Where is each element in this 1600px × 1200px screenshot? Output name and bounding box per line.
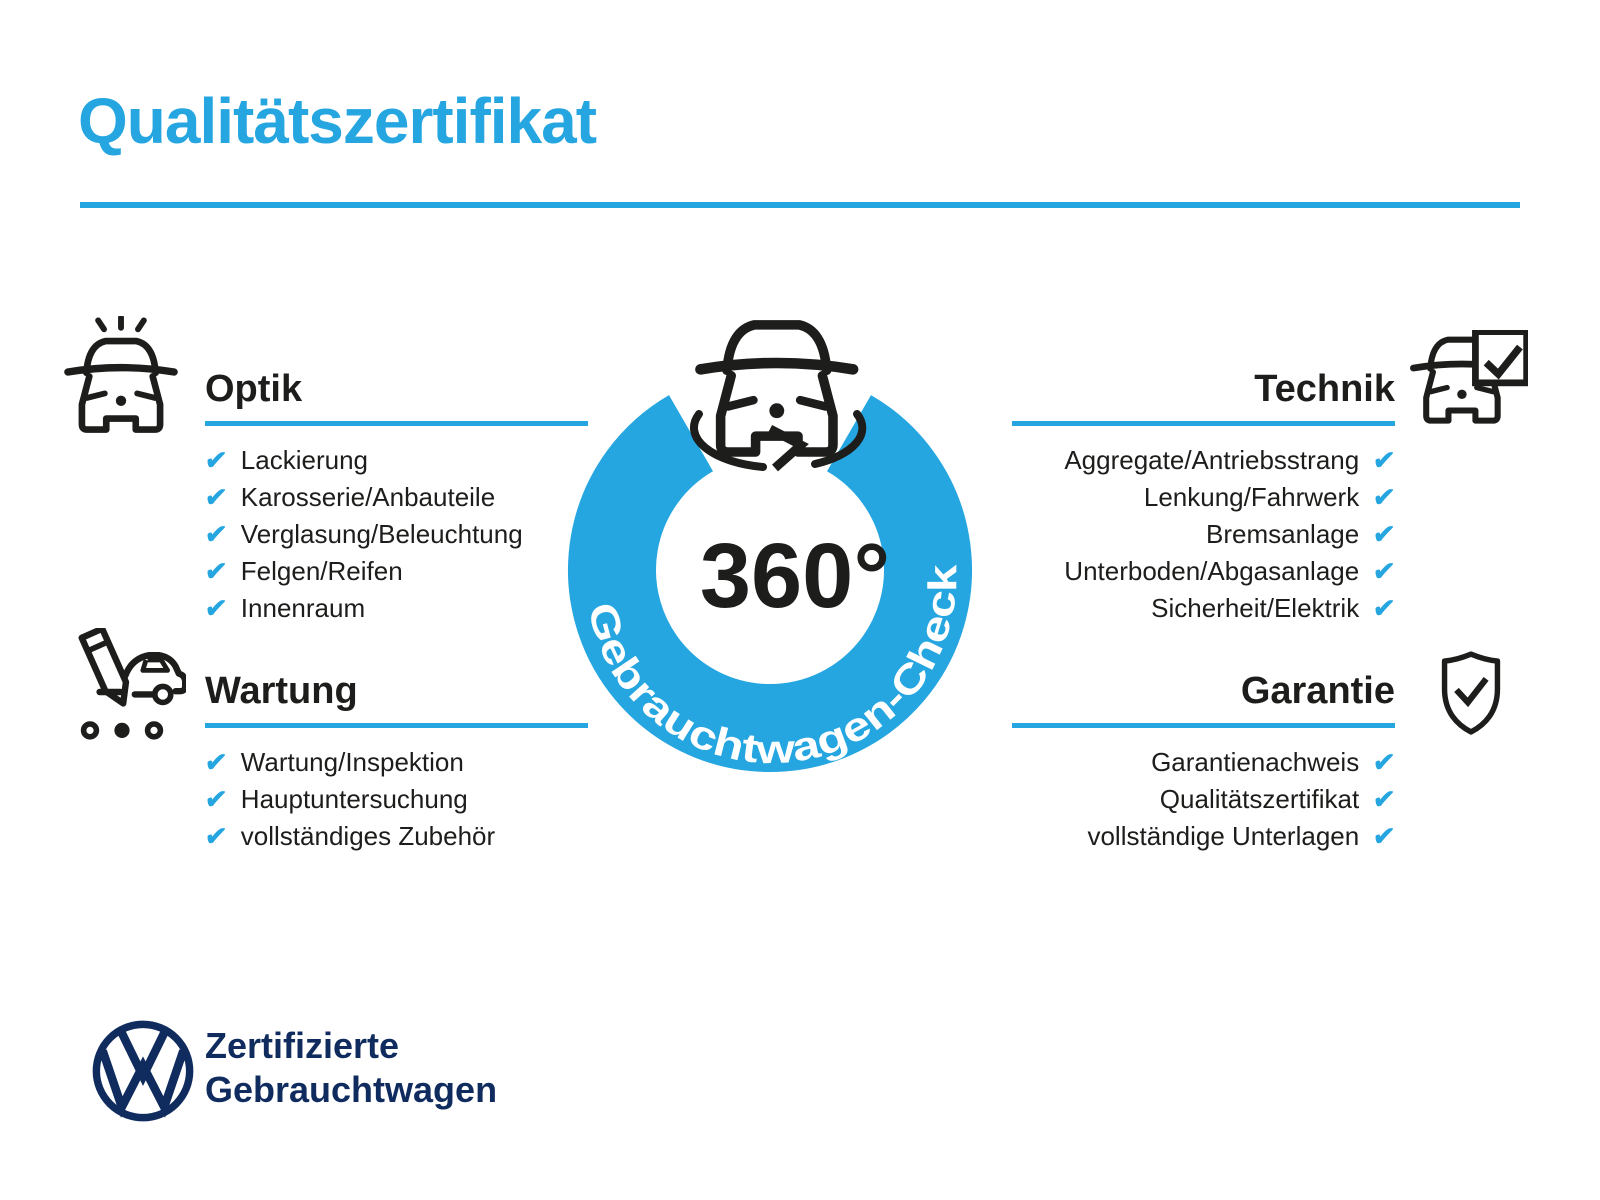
list-item: ✔ Hauptuntersuchung	[203, 784, 468, 814]
check-icon: ✔	[203, 821, 229, 851]
list-item: ✔ Wartung/Inspektion	[203, 747, 464, 777]
section-title-wartung: Wartung	[205, 670, 358, 712]
list-item: ✔ Felgen/Reifen	[203, 556, 403, 586]
list-item: Garantienachweis ✔	[1151, 747, 1397, 777]
check-icon: ✔	[203, 784, 229, 814]
check-icon: ✔	[1371, 747, 1397, 777]
footer-line2: Gebrauchtwagen	[205, 1069, 498, 1110]
footer-line1: Zertifizierte	[205, 1025, 400, 1066]
check-icon: ✔	[1371, 519, 1397, 549]
car-rotation-icon	[689, 325, 867, 472]
check-icon: ✔	[203, 593, 229, 623]
technik-underline	[1012, 421, 1395, 426]
optik-list: ✔ Lackierung ✔ Karosserie/Anbauteile ✔ Verg…	[203, 442, 523, 627]
check-icon: ✔	[203, 445, 229, 475]
list-item: ✔ Lackierung	[203, 445, 368, 475]
shield-check-icon	[1441, 651, 1501, 735]
page-title: Qualitätszertifikat	[78, 85, 597, 157]
car-shine-icon	[62, 316, 180, 434]
check-icon: ✔	[1371, 593, 1397, 623]
list-item: ✔ Innenraum	[203, 593, 366, 623]
car-checkbox-icon	[1408, 330, 1528, 433]
check-icon: ✔	[203, 556, 229, 586]
section-title-optik: Optik	[205, 368, 303, 410]
header-divider	[80, 202, 1520, 208]
wartung-underline	[205, 723, 588, 728]
section-title-technik: Technik	[1254, 368, 1395, 410]
list-item: ✔ Karosserie/Anbauteile	[203, 482, 496, 512]
list-item: Unterboden/Abgasanlage ✔	[1064, 556, 1397, 586]
optik-underline	[205, 421, 588, 426]
pencil-car-checklist-icon	[78, 628, 186, 740]
list-item: Qualitätszertifikat ✔	[1159, 784, 1397, 814]
check-icon: ✔	[1371, 445, 1397, 475]
technik-list: Aggregate/Antriebsstrang ✔ Lenkung/Fahrwe…	[1064, 442, 1397, 627]
list-item: ✔ vollständiges Zubehör	[203, 821, 496, 851]
check-icon: ✔	[1371, 482, 1397, 512]
list-item: ✔ Verglasung/Beleuchtung	[203, 519, 523, 549]
blue-ring	[568, 395, 972, 772]
list-item: Lenkung/Fahrwerk ✔	[1143, 482, 1397, 512]
check-icon: ✔	[1371, 821, 1397, 851]
footer-brand-text: Zertifizierte Gebrauchtwagen	[205, 1024, 497, 1112]
check-icon: ✔	[203, 747, 229, 777]
garantie-underline	[1012, 723, 1395, 728]
section-title-garantie: Garantie	[1240, 670, 1395, 712]
check-icon: ✔	[1371, 784, 1397, 814]
garantie-list: Garantienachweis ✔ Qualitätszertifikat ✔ v…	[1087, 744, 1397, 855]
ring-curved-label: Gebrauchtwagen-Check	[579, 564, 965, 773]
check-icon: ✔	[203, 482, 229, 512]
list-item: vollständige Unterlagen ✔	[1087, 821, 1397, 851]
list-item: Sicherheit/Elektrik ✔	[1151, 593, 1397, 623]
check-icon: ✔	[1371, 556, 1397, 586]
check-icon: ✔	[203, 519, 229, 549]
list-item: Bremsanlage ✔	[1206, 519, 1397, 549]
degree-label: 360°	[700, 525, 890, 627]
list-item: Aggregate/Antriebsstrang ✔	[1064, 445, 1397, 475]
wartung-list: ✔ Wartung/Inspektion ✔ Hauptuntersuchung ✔…	[203, 744, 496, 855]
vw-logo	[92, 1020, 194, 1122]
